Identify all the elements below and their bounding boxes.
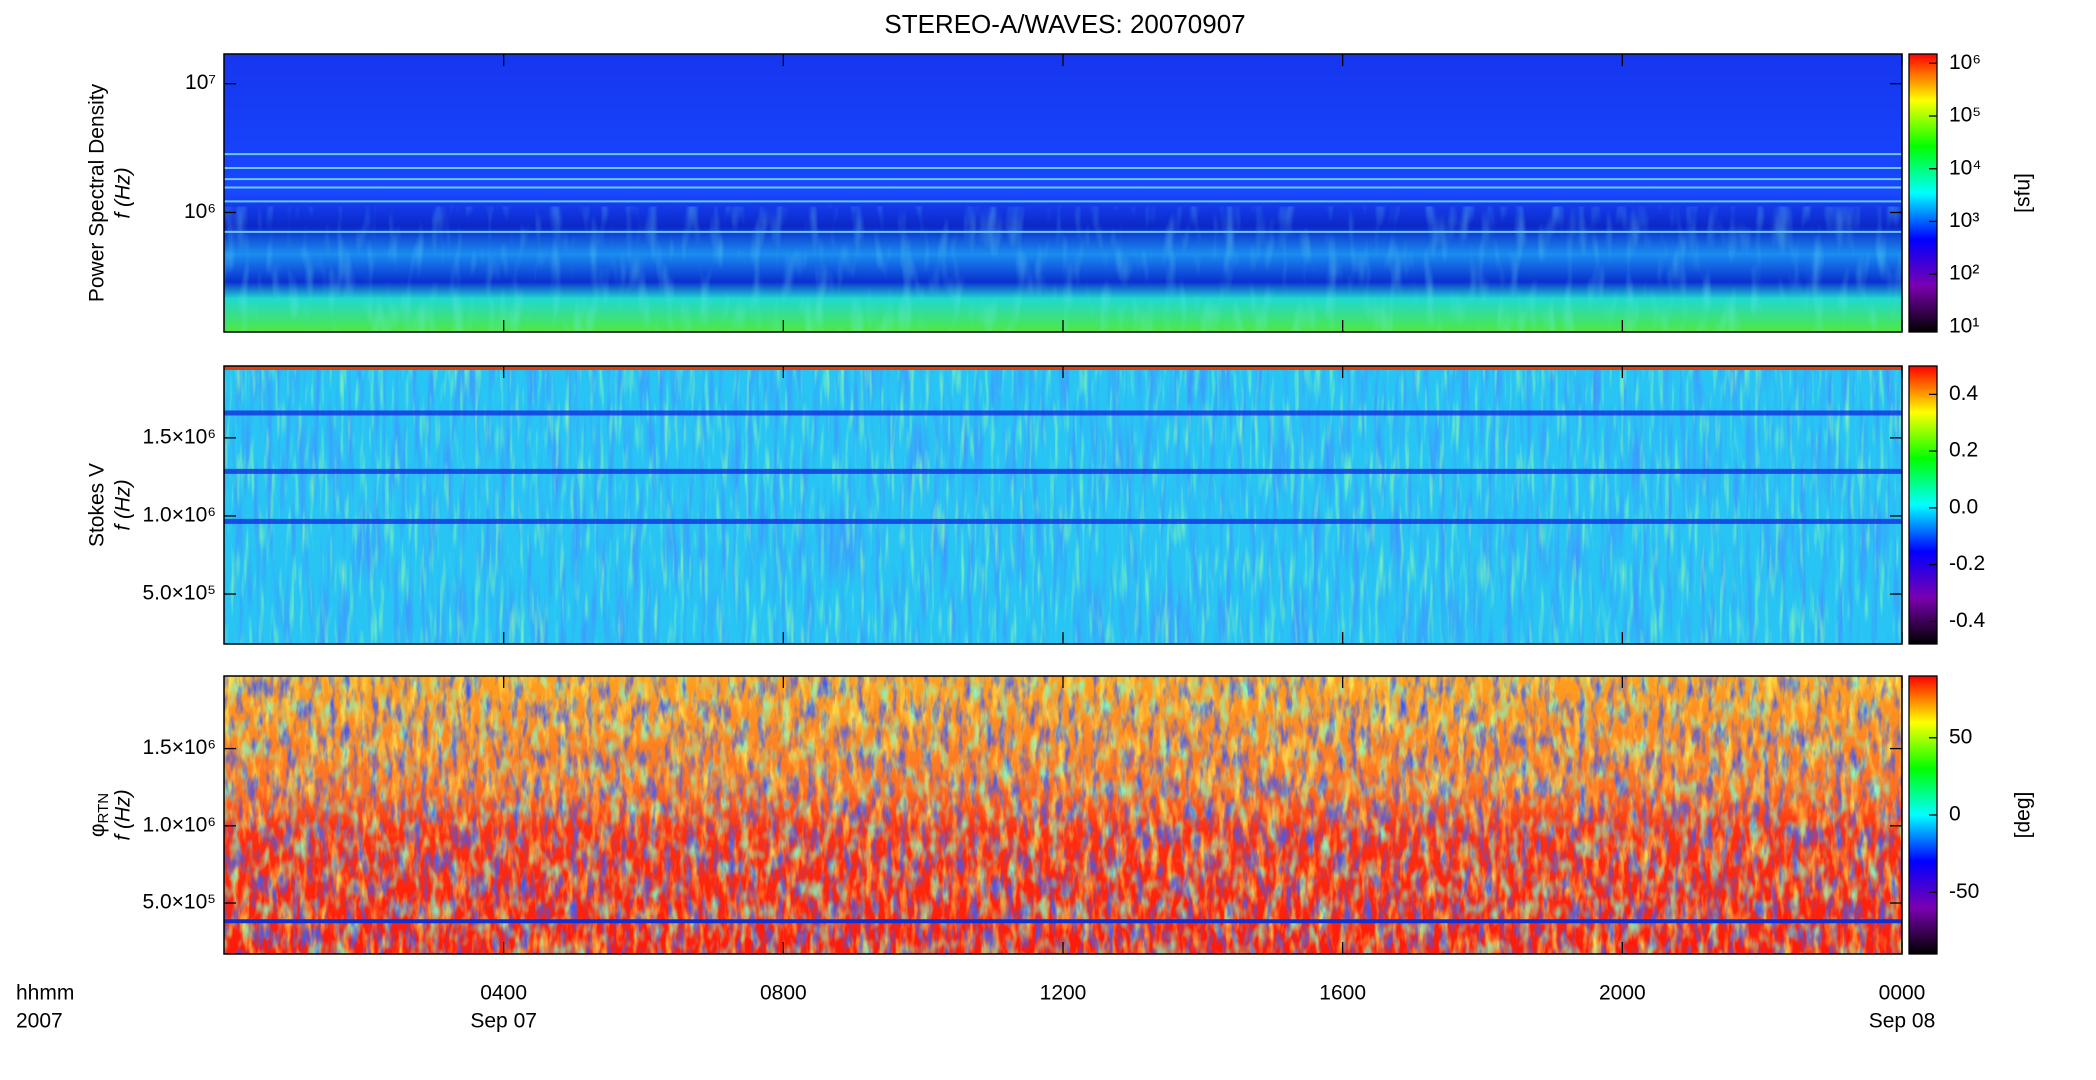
colorbar-tick-label: -50 xyxy=(1949,880,1979,903)
colorbar-tick-label: -0.2 xyxy=(1949,552,1985,575)
colorbar-label: [sfu] xyxy=(2012,173,2035,213)
y-axis-label: f (Hz) xyxy=(112,167,135,218)
colorbar xyxy=(1908,53,1938,333)
x-date-label: Sep 07 xyxy=(470,1010,537,1033)
x-tick-label: 1200 xyxy=(1040,982,1087,1005)
colorbar-tick-label: 0.2 xyxy=(1949,439,1978,462)
colorbar-tick-label: 10² xyxy=(1949,262,1979,285)
x-date-label: Sep 08 xyxy=(1869,1010,1936,1033)
colorbar-tick-label: 10⁵ xyxy=(1949,104,1981,127)
x-tick-label: 0000 xyxy=(1879,982,1926,1005)
y-axis-label-main: φ xyxy=(86,823,109,837)
x-tick-label: 0800 xyxy=(760,982,807,1005)
y-tick-label: 1.0×10⁶ xyxy=(143,503,216,526)
colorbar-tick-label: 0.4 xyxy=(1949,382,1979,405)
spectrogram-texture xyxy=(224,366,1902,644)
colorbar-tick-label: 10⁴ xyxy=(1949,156,1981,179)
colorbar-tick-label: 10³ xyxy=(1949,209,1979,232)
band-line xyxy=(224,919,1902,924)
y-axis-label: Stokes V xyxy=(86,463,109,547)
colorbar-tick-label: 10¹ xyxy=(1949,314,1979,337)
y-tick-label: 5.0×10⁵ xyxy=(142,582,216,605)
y-axis-label-sub: RTN xyxy=(95,793,112,824)
x-axis-label: 2007 xyxy=(16,1010,63,1033)
y-tick-label: 1.0×10⁶ xyxy=(143,813,216,836)
x-axis-label: hhmm xyxy=(16,982,74,1005)
colorbar-tick-label: 0 xyxy=(1949,803,1961,826)
band-line xyxy=(224,518,1902,524)
x-tick-label: 2000 xyxy=(1599,982,1646,1005)
y-tick-label: 5.0×10⁵ xyxy=(142,891,216,914)
colorbar xyxy=(1908,365,1938,645)
spectrogram-texture xyxy=(224,676,1902,954)
y-tick-label: 1.5×10⁶ xyxy=(143,425,216,448)
y-axis-label: Power Spectral Density xyxy=(86,83,109,302)
colorbar-tick-label: -0.4 xyxy=(1949,609,1986,632)
y-tick-label: 10⁷ xyxy=(185,71,216,94)
colorbar-tick-label: 10⁶ xyxy=(1949,51,1981,74)
band-line xyxy=(224,410,1902,416)
colorbar-tick-label: 0.0 xyxy=(1949,495,1978,518)
colorbar-tick-label: 50 xyxy=(1949,725,1972,748)
y-tick-label: 10⁶ xyxy=(184,200,216,223)
y-tick-label: 1.5×10⁶ xyxy=(143,736,216,759)
chart-title: STEREO-A/WAVES: 20070907 xyxy=(884,9,1245,39)
spectrogram-texture xyxy=(224,206,1902,332)
y-axis-label: φRTN xyxy=(86,793,112,837)
y-axis-label: f (Hz) xyxy=(112,789,135,840)
y-axis-label: f (Hz) xyxy=(112,479,135,530)
colorbar-label: [deg] xyxy=(2012,792,2035,839)
x-tick-label: 0400 xyxy=(480,982,527,1005)
x-tick-label: 1600 xyxy=(1319,982,1366,1005)
band-line xyxy=(224,468,1902,474)
